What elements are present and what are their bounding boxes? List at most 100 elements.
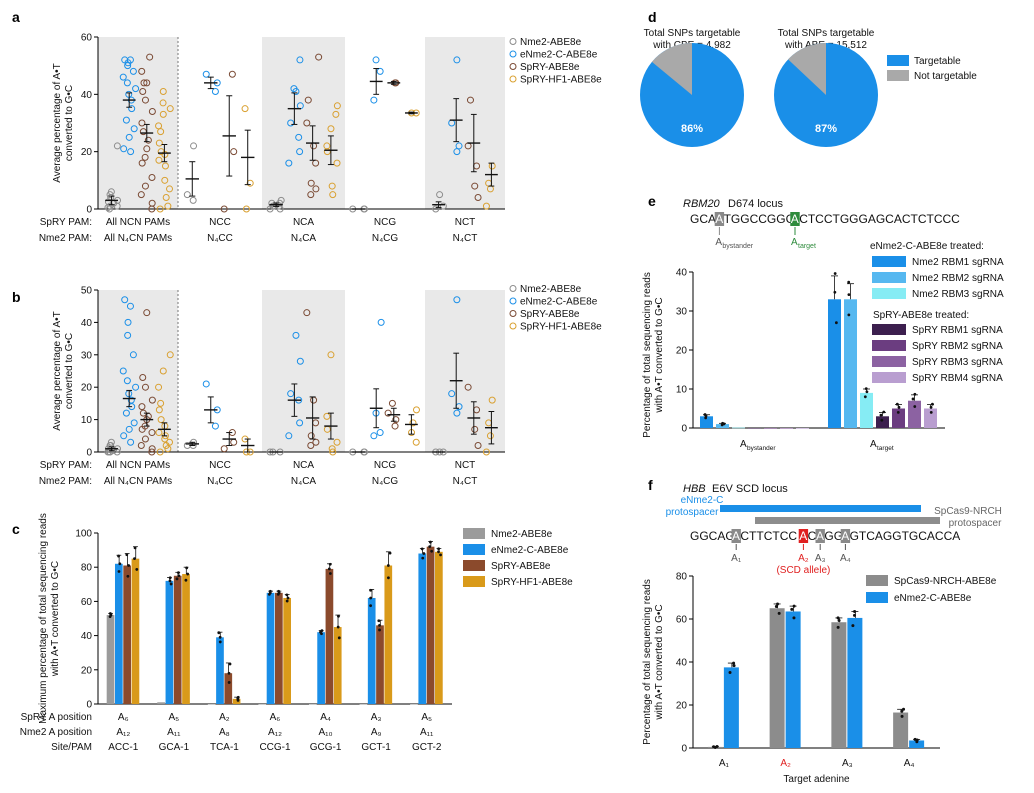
panel-a-legend-marker-enme2 — [509, 50, 517, 58]
panel-a-point-enme2 — [296, 148, 304, 156]
panel-c-bar-nme2 — [157, 702, 165, 704]
panel-b-point-sprh — [412, 406, 420, 414]
panel-c-bar-spry — [224, 673, 233, 704]
panel-a-spry-pam-label: NCG — [374, 217, 396, 228]
panel-e-bar-series-4 — [748, 428, 761, 429]
panel-c-replicate-dot — [420, 547, 424, 551]
panel-a-legend-marker-spry — [509, 63, 517, 70]
panel-b-point-enme2 — [453, 409, 461, 417]
panel-a-point-sprh — [166, 105, 174, 113]
panel-b-point-sprh — [323, 412, 331, 420]
panel-f-y-label-line1: Percentage of total sequencing reads — [642, 579, 653, 745]
panel-c-replicate-dot — [227, 671, 231, 675]
panel-c-bar-enme2 — [266, 592, 275, 704]
panel-a-point-sprh — [161, 162, 169, 170]
panel-c-replicate-dot — [286, 596, 290, 600]
panel-c-replicate-dot — [108, 612, 112, 615]
panel-f-y-tick-label: 0 — [681, 744, 687, 755]
panel-c-y-tick-label: 0 — [86, 700, 92, 711]
group-shade — [262, 290, 345, 452]
panel-b-point-enme2 — [121, 296, 129, 304]
panel-b-spry-pam-label: All NCN PAMs — [106, 460, 170, 471]
panel-a-point-nme2 — [436, 191, 444, 199]
panel-c-replicate-dot — [184, 578, 188, 582]
panel-e-locus-title: D674 locus — [728, 198, 784, 210]
panel-c-replicate-dot — [127, 564, 131, 567]
panel-f-locus-title: E6V SCD locus — [712, 483, 788, 495]
panel-f-y-tick-label: 60 — [676, 615, 688, 626]
panel-b-point-sprh — [156, 448, 164, 456]
panel-a-point-spry — [230, 148, 238, 156]
panel-b-row-label-nme2-pam: Nme2 PAM: — [39, 476, 92, 487]
panel-b-nme2-pam-label: N₄CT — [453, 476, 478, 487]
panel-c-y-tick-label: 40 — [81, 631, 93, 642]
panel-a-point-enme2 — [455, 142, 463, 150]
panel-a-point-nme2 — [432, 205, 440, 213]
panel-e-legend-title-enme2: eNme2-C-ABE8e treated: — [870, 241, 984, 252]
panel-c-bar-sprh — [131, 558, 140, 704]
panel-b-point-spry — [384, 409, 392, 417]
panel-f-replicate-dot — [732, 661, 736, 665]
panel-a-point-sprh — [482, 202, 490, 210]
panel-e-replicate-dot — [834, 321, 838, 325]
panel-b-legend-marker-spry — [509, 310, 517, 317]
panel-c-bar-enme2 — [317, 632, 325, 704]
panel-e-bar-series-3 — [732, 427, 745, 429]
panel-c-replicate-dot — [421, 556, 425, 560]
panel-c-category-label: CCG-1 — [259, 742, 291, 753]
panel-a-point-spry — [228, 70, 236, 78]
panel-c-bar-nme2 — [359, 704, 368, 705]
panel-b-legend-label-spry: SpRY-ABE8e — [520, 309, 580, 320]
panel-b-point-spry — [148, 429, 156, 437]
panel-a-nme2-pam-label: All N₄CN PAMs — [104, 233, 172, 244]
panel-b-chart: 0 10 20 30 40 50 Average percentage of A•T conv… — [39, 284, 602, 487]
group-shade — [98, 37, 178, 209]
panel-f-adenine-label: A₂ — [798, 553, 809, 564]
panel-b-point-spry — [474, 442, 482, 450]
panel-c-bar-enme2 — [165, 580, 174, 704]
panel-c-replicate-dot — [369, 588, 372, 592]
panel-c-nme2-position-label: A₁₂ — [116, 727, 130, 738]
panel-c-bar-spry — [123, 565, 131, 704]
panel-b-point-sprh — [157, 399, 165, 407]
panel-a-point-enme2 — [123, 79, 131, 87]
panel-c-legend-swatch-sprh — [463, 576, 485, 587]
panel-f-sequence-highlight — [731, 529, 741, 543]
panel-c-replicate-dot — [328, 572, 332, 575]
panel-a-point-spry — [143, 145, 151, 153]
panel-c-replicate-dot — [437, 547, 441, 551]
panel-a-point-sprh — [333, 102, 341, 110]
panel-f-legend-swatch-spcas9 — [866, 575, 888, 586]
panel-b-point-sprh — [155, 406, 163, 414]
panel-f-sequence-segment-3: A — [799, 529, 807, 543]
panel-c-y-tick-label: 60 — [81, 597, 93, 608]
panel-f-y-label-line2: with A•T converted to G•C — [654, 604, 665, 720]
panel-e-bar-series-3 — [860, 392, 873, 428]
panel-e-sequence-segment-2: TGGCCGGG — [724, 212, 795, 226]
panel-b-y-tick-label: 30 — [81, 350, 93, 361]
panel-a-point-sprh — [332, 110, 340, 118]
panel-e-legend-label-1: Nme2 RBM1 sgRNA — [912, 257, 1004, 268]
panel-a-point-spry — [141, 182, 149, 190]
panel-f-y-tick-label: 20 — [676, 701, 688, 712]
panel-a-chart: 0 20 40 60 Average percentage of A•T converte… — [39, 33, 602, 245]
panel-label-f: f — [648, 477, 653, 493]
panel-e-target-annotation-sub: target — [798, 243, 816, 250]
panel-e-target-annotation: A — [791, 237, 798, 248]
panel-c-bar-nme2 — [410, 704, 418, 705]
panel-f-replicate-dot — [792, 604, 796, 608]
panel-a-point-spry — [220, 205, 228, 213]
panel-c-replicate-dot — [386, 564, 390, 567]
panel-b-point-sprh — [482, 448, 490, 456]
panel-d-legend-swatch-1 — [887, 70, 909, 81]
panel-f-y-tick-label: 80 — [676, 572, 688, 583]
panel-f-bar-spcas9 — [893, 712, 909, 748]
panel-c-nme2-position-label: A₁₁ — [167, 727, 181, 738]
panel-d-pie1-slice-not-targetable — [651, 43, 692, 95]
panel-c-nme2-position-label: A₁₂ — [268, 727, 282, 738]
panel-a-point-sprh — [242, 205, 250, 213]
panel-c-replicate-dot — [428, 545, 432, 549]
panel-c-y-tick-label: 80 — [81, 563, 93, 574]
panel-a-point-sprh — [155, 156, 163, 164]
